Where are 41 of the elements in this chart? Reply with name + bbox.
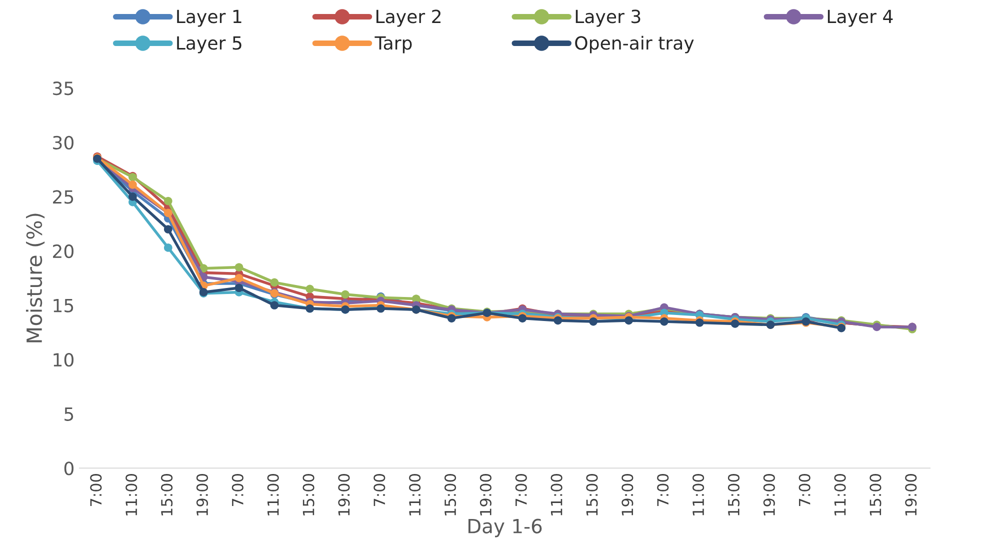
legend-label: Tarp [374, 36, 412, 54]
legend-label: Layer 2 [376, 10, 440, 27]
x-tick-label: 7:00 [232, 474, 244, 506]
x-axis-title: Day 1-6 [468, 518, 542, 538]
x-tick-label: 7:00 [657, 474, 669, 506]
y-tick-label: 5 [64, 408, 74, 421]
x-tick-label: 11:00 [267, 474, 279, 516]
x-tick-label: 15:00 [161, 474, 173, 516]
y-tick-label: 0 [64, 462, 74, 476]
x-tick-label: 19:00 [338, 474, 350, 516]
y-axis-title: Moisture (%) [26, 214, 45, 342]
legend-label: Layer 3 [576, 10, 640, 27]
x-tick-label: 15:00 [728, 474, 740, 516]
y-tick-label: 25 [53, 190, 74, 204]
x-tick-label: 19:00 [622, 474, 634, 516]
x-tick-label: 7:00 [90, 474, 102, 506]
x-tick-label: 19:00 [480, 474, 492, 516]
legend-label: Open-air tray [575, 36, 694, 54]
x-tick-label: 11:00 [692, 474, 704, 516]
x-tick-label: 11:00 [834, 474, 846, 516]
x-tick-label: 7:00 [798, 474, 810, 506]
y-tick-label: 35 [53, 82, 74, 96]
x-tick-label: 15:00 [302, 474, 314, 516]
legend-label: Layer 4 [828, 10, 893, 27]
x-tick-label: 15:00 [444, 474, 456, 516]
legend-label: Layer 5 [177, 36, 242, 54]
legend-label: Layer 1 [177, 10, 242, 27]
x-tick-label: 15:00 [586, 474, 598, 516]
y-tick-label: 30 [53, 136, 74, 150]
x-tick-label: 7:00 [515, 474, 527, 506]
x-tick-label: 11:00 [409, 474, 421, 516]
x-tick-label: 15:00 [870, 474, 882, 516]
y-tick-label: 15 [54, 298, 74, 312]
y-tick-label: 10 [54, 353, 74, 367]
x-tick-label: 11:00 [550, 474, 562, 516]
x-tick-label: 7:00 [374, 474, 386, 506]
x-tick-label: 11:00 [126, 474, 138, 516]
x-tick-label: 19:00 [196, 474, 208, 516]
x-tick-label: 19:00 [905, 474, 917, 516]
x-tick-label: 19:00 [763, 474, 775, 516]
y-tick-label: 20 [53, 244, 74, 258]
